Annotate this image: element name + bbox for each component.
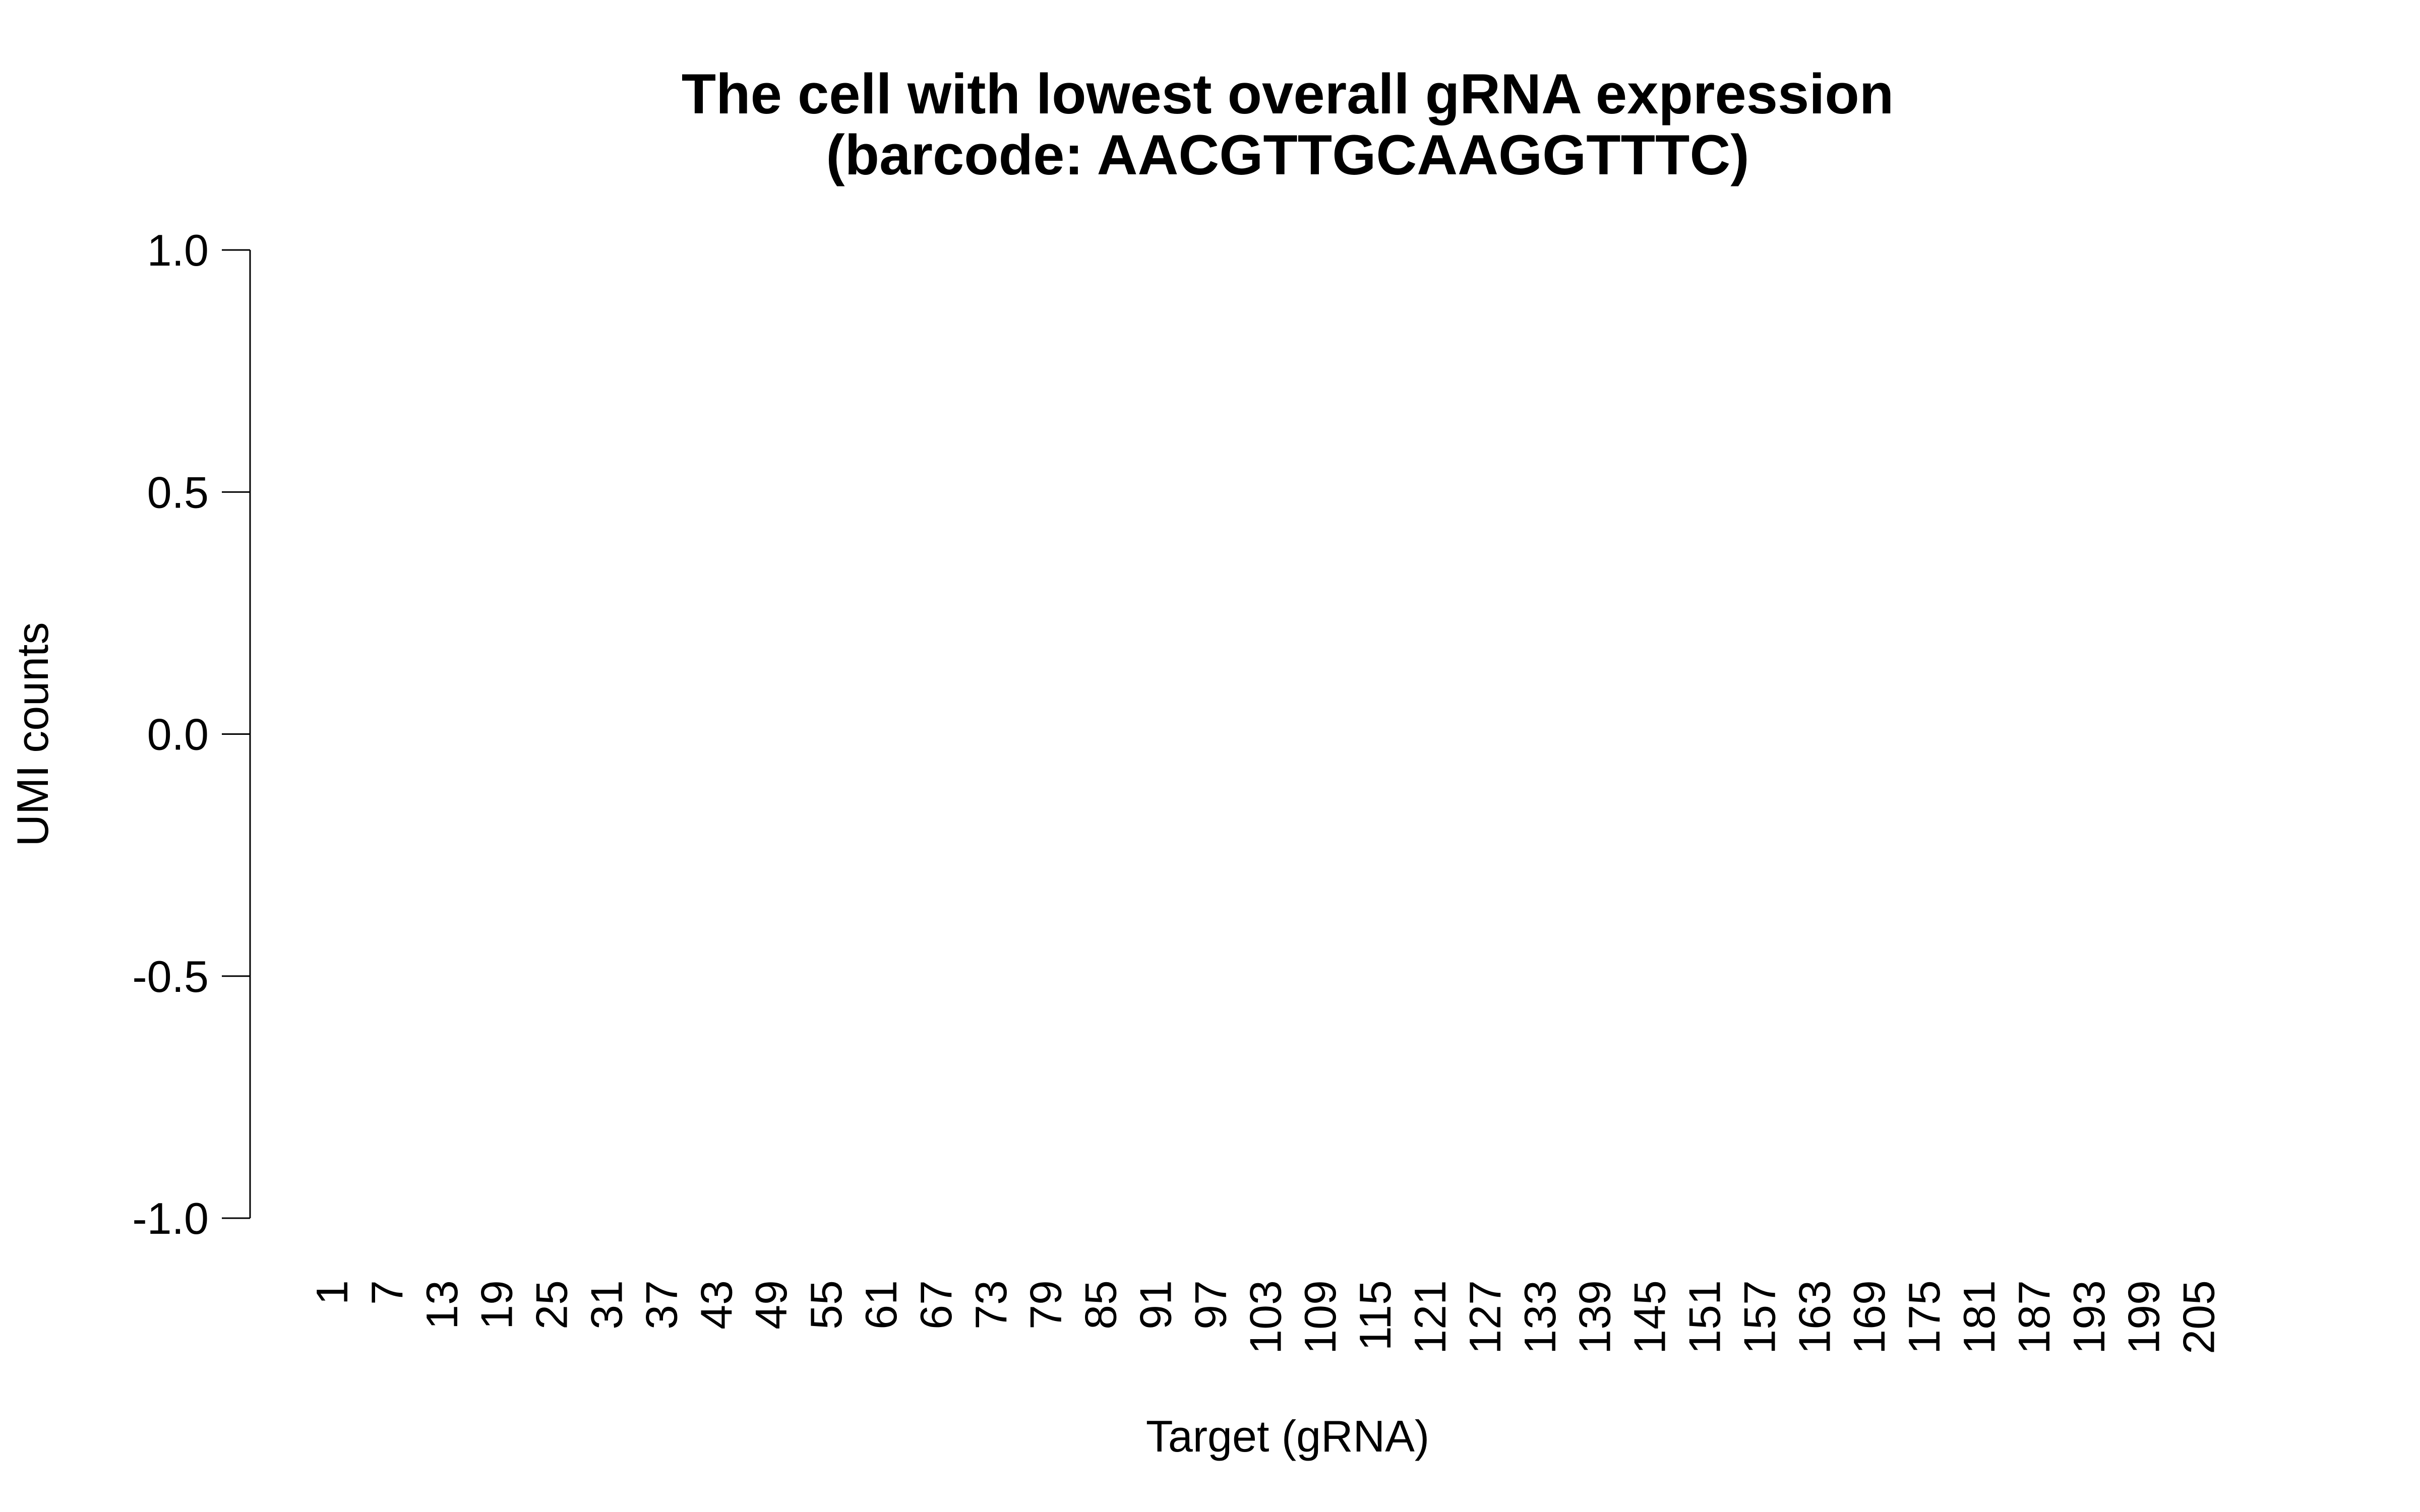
x-tick-label: 151 [1680, 1280, 1730, 1354]
y-tick-label: 0.5 [147, 467, 209, 517]
y-axis-title: UMI counts [8, 622, 57, 846]
chart-title: The cell with lowest overall gRNA expres… [682, 62, 1894, 125]
x-tick-label: 61 [856, 1280, 906, 1330]
x-tick-label: 19 [472, 1280, 522, 1330]
x-tick-label: 121 [1405, 1280, 1455, 1354]
x-tick-label: 163 [1789, 1280, 1839, 1354]
chart-subtitle: (barcode: AACGTTGCAAGGTTTC) [826, 123, 1749, 186]
x-tick-label: 31 [582, 1280, 632, 1330]
x-tick-label: 85 [1076, 1280, 1126, 1330]
x-tick-label: 175 [1899, 1280, 1949, 1354]
x-tick-label: 7 [362, 1280, 412, 1305]
x-tick-label: 25 [527, 1280, 577, 1330]
x-tick-label: 133 [1515, 1280, 1565, 1354]
x-tick-label: 181 [1954, 1280, 2004, 1354]
x-tick-label: 169 [1844, 1280, 1894, 1354]
x-tick-label: 43 [691, 1280, 741, 1330]
x-tick-label: 193 [2064, 1280, 2114, 1354]
x-tick-label: 91 [1131, 1280, 1181, 1330]
x-tick-label: 13 [417, 1280, 467, 1330]
x-axis-title: Target (gRNA) [1146, 1411, 1429, 1461]
x-tick-label: 139 [1570, 1280, 1620, 1354]
y-tick-label: -1.0 [132, 1193, 209, 1243]
x-tick-label: 199 [2119, 1280, 2169, 1354]
x-tick-label: 115 [1350, 1280, 1400, 1351]
x-tick-label: 187 [2009, 1280, 2059, 1354]
x-tick-label: 55 [801, 1280, 851, 1330]
x-tick-label: 79 [1021, 1280, 1071, 1330]
x-tick-label: 145 [1625, 1280, 1675, 1354]
x-tick-label: 49 [746, 1280, 796, 1330]
x-tick-label: 37 [636, 1280, 686, 1330]
x-tick-label: 1 [307, 1280, 357, 1305]
x-tick-label: 157 [1734, 1280, 1784, 1354]
x-tick-label: 97 [1185, 1280, 1235, 1330]
y-tick-label: -0.5 [132, 952, 209, 1001]
x-tick-label: 109 [1295, 1280, 1345, 1354]
x-tick-label: 103 [1240, 1280, 1290, 1354]
y-tick-label: 1.0 [147, 225, 209, 275]
x-tick-label: 67 [911, 1280, 961, 1330]
x-tick-label: 127 [1460, 1280, 1510, 1354]
x-tick-label: 73 [966, 1280, 1016, 1330]
y-tick-label: 0.0 [147, 710, 209, 760]
x-tick-label: 205 [2174, 1280, 2224, 1354]
